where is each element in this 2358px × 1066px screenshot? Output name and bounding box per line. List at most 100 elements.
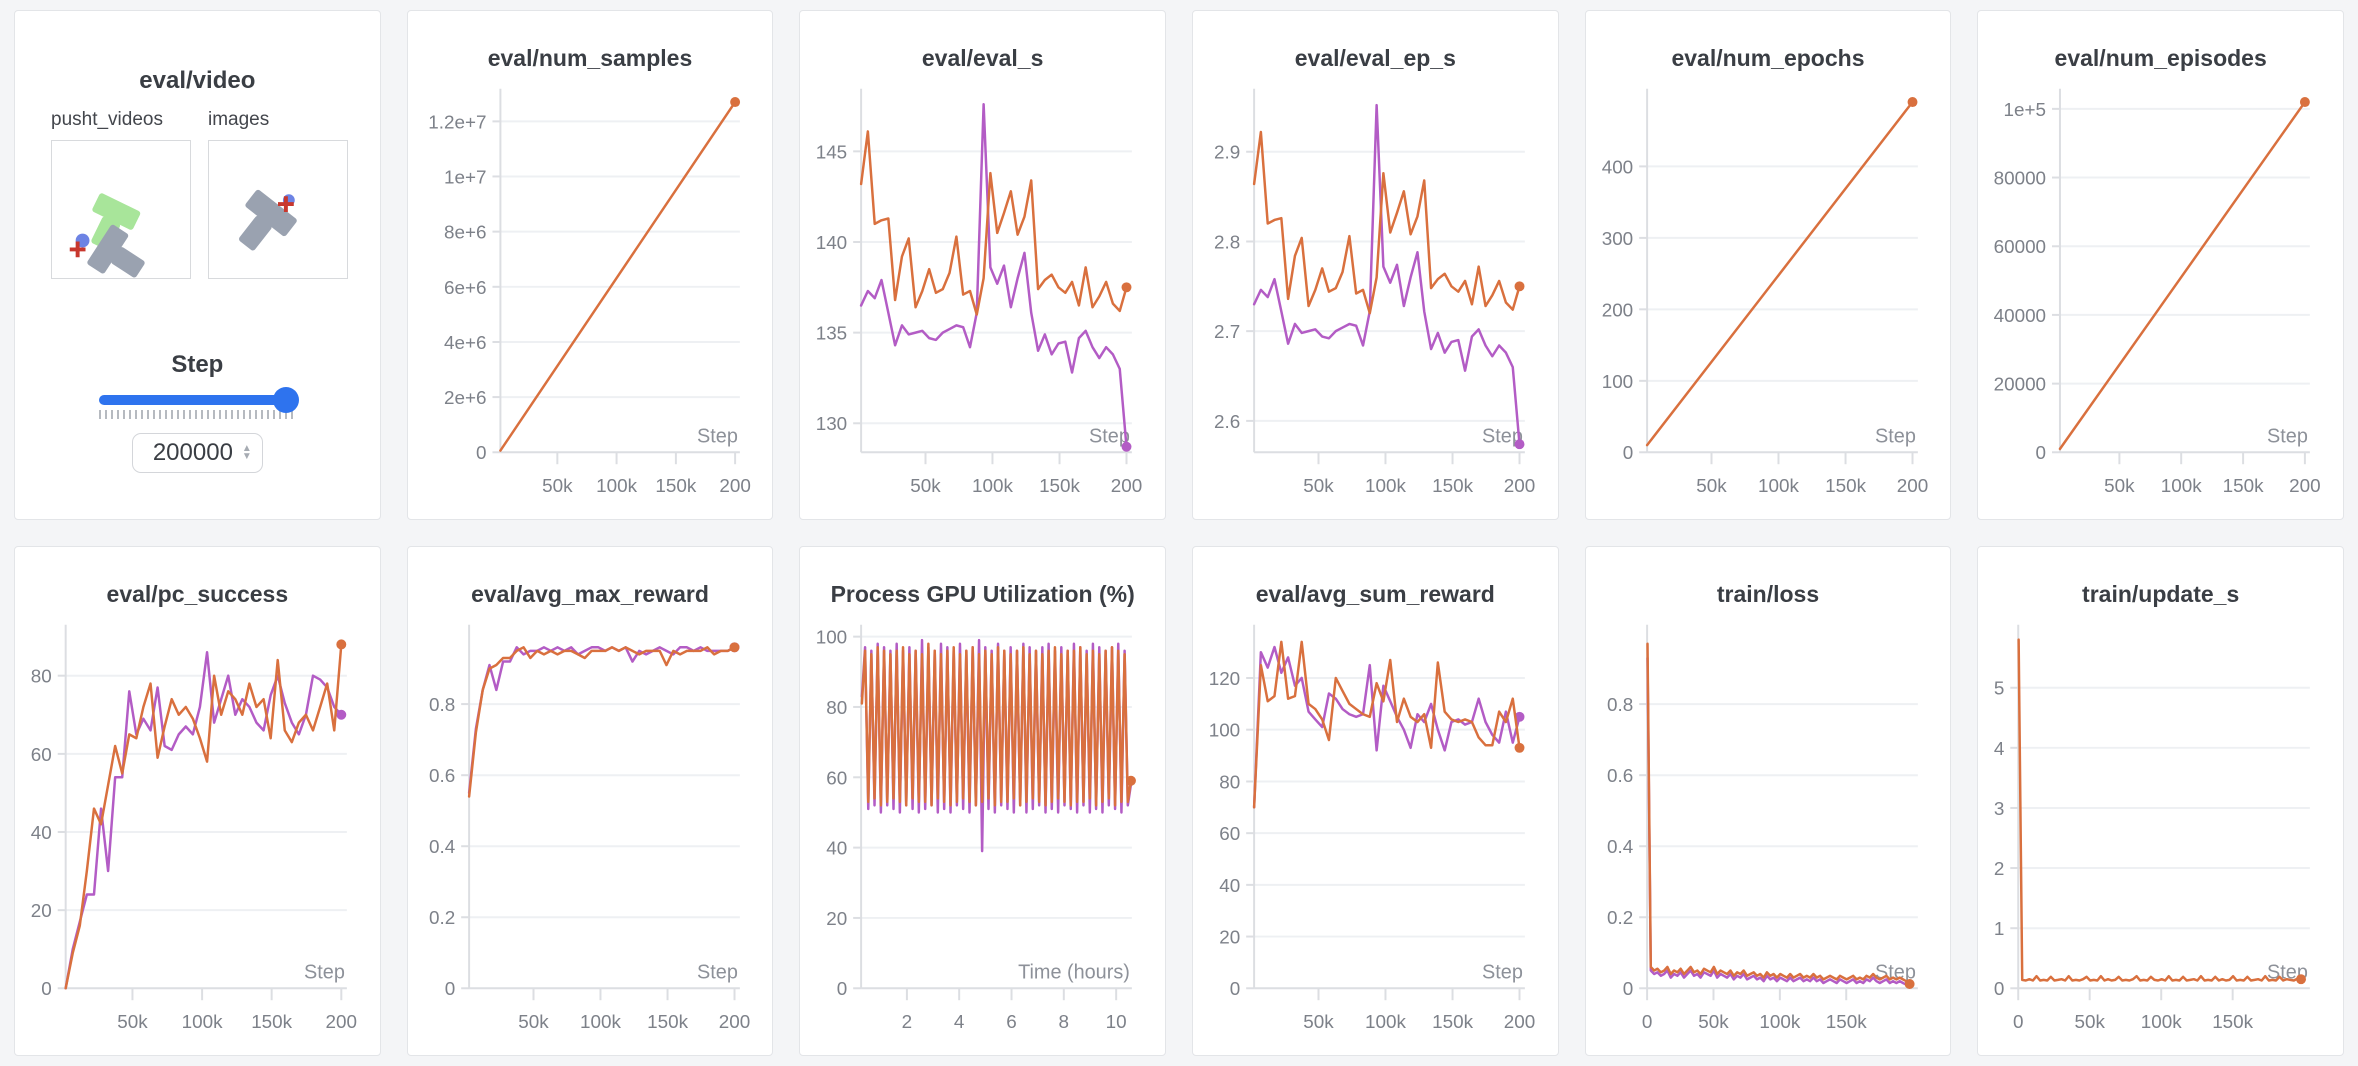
- svg-text:80: 80: [31, 667, 52, 688]
- svg-text:100: 100: [816, 628, 847, 649]
- svg-text:100k: 100k: [1758, 476, 1799, 497]
- svg-text:150k: 150k: [2213, 1012, 2254, 1033]
- panel-title: eval/eval_ep_s: [1294, 45, 1456, 71]
- svg-text:50k: 50k: [1303, 1012, 1334, 1033]
- video-thumbnail-pusht[interactable]: [51, 140, 191, 279]
- panel-title: Process GPU Utilization (%): [830, 581, 1135, 607]
- media-row: pusht_videos: [51, 109, 348, 279]
- svg-text:400: 400: [1601, 157, 1632, 178]
- svg-text:0: 0: [1622, 979, 1633, 1000]
- panel-title: eval/num_episodes: [2054, 45, 2267, 71]
- media-label: images: [208, 109, 270, 130]
- chart-eval-num-episodes[interactable]: 0 20000 40000 60000 80000 1e+5 50k 100k 150k 200 S…: [1978, 11, 2343, 519]
- chart-eval-pc-success[interactable]: 0 20 40 60 80 50k 100k 150k 200 Step: [15, 547, 380, 1055]
- svg-text:2.6: 2.6: [1214, 412, 1240, 433]
- video-thumbnail-images[interactable]: [208, 140, 348, 279]
- svg-text:130: 130: [816, 414, 847, 435]
- svg-text:2: 2: [1994, 859, 2005, 880]
- svg-text:200: 200: [2289, 476, 2320, 497]
- svg-text:120: 120: [1209, 669, 1240, 690]
- panel-title: eval/num_samples: [487, 45, 693, 71]
- chart-gpu-utilization[interactable]: 0 20 40 60 80 100 2 4 6 8 10 Time (hours): [800, 547, 1165, 1055]
- svg-text:10: 10: [1106, 1012, 1127, 1033]
- svg-text:50k: 50k: [1303, 476, 1334, 497]
- chart-eval-eval-s[interactable]: 130 135 140 145 50k 100k 150k 200 Step: [800, 11, 1165, 519]
- svg-text:20000: 20000: [1994, 375, 2046, 396]
- svg-text:50k: 50k: [2105, 476, 2136, 497]
- chart-eval-avg-max-reward[interactable]: 0 0.2 0.4 0.6 0.8 50k 100k 150k 200 Step: [408, 547, 773, 1055]
- step-slider[interactable]: [99, 387, 300, 413]
- svg-text:0: 0: [476, 443, 487, 464]
- svg-text:0.4: 0.4: [1607, 837, 1633, 858]
- panel-eval-avg-sum-reward: eval/avg_sum_reward 0 20 40 60 80 100 120 50k 10…: [1191, 546, 1559, 1056]
- svg-text:1e+7: 1e+7: [444, 167, 487, 188]
- svg-text:0: 0: [1622, 443, 1633, 464]
- slider-thumb[interactable]: [273, 387, 300, 413]
- chart-eval-avg-sum-reward[interactable]: 0 20 40 60 80 100 120 50k 100k 150k 200 Step: [1193, 547, 1558, 1055]
- svg-text:2.8: 2.8: [1214, 232, 1240, 253]
- svg-text:100k: 100k: [182, 1012, 223, 1033]
- goal-cross: [69, 241, 86, 258]
- step-value[interactable]: 200000: [152, 439, 233, 466]
- svg-text:Step: Step: [1482, 961, 1523, 983]
- panel-title: eval/video: [139, 67, 256, 94]
- svg-text:2.9: 2.9: [1214, 143, 1240, 164]
- svg-text:80000: 80000: [1994, 169, 2046, 190]
- svg-text:200: 200: [326, 1012, 357, 1033]
- svg-text:4e+6: 4e+6: [444, 333, 487, 354]
- svg-text:Step: Step: [697, 961, 738, 983]
- chart-eval-num-samples[interactable]: 0 2e+6 4e+6 6e+6 8e+6 1e+7 1.2e+7 50k 100k 150k 20…: [408, 11, 773, 519]
- svg-text:60: 60: [827, 768, 848, 789]
- svg-text:50k: 50k: [542, 476, 573, 497]
- svg-text:2e+6: 2e+6: [444, 388, 487, 409]
- step-input[interactable]: 200000 ▲ ▼: [131, 433, 263, 473]
- svg-text:150k: 150k: [1432, 476, 1473, 497]
- svg-text:200: 200: [718, 1012, 749, 1033]
- svg-text:100k: 100k: [2161, 476, 2202, 497]
- panel-eval-num-samples: eval/num_samples 0 2e+6 4e+6 6e+6 8e+6 1e+7 1.…: [406, 10, 774, 520]
- svg-text:0: 0: [41, 979, 52, 1000]
- chart-eval-num-epochs[interactable]: 0 100 200 300 400 50k 100k 150k 200 Step: [1586, 11, 1951, 519]
- svg-text:60: 60: [31, 745, 52, 766]
- svg-text:Step: Step: [1875, 425, 1916, 447]
- svg-text:40: 40: [1219, 876, 1240, 897]
- chart-eval-eval-ep-s[interactable]: 2.6 2.7 2.8 2.9 50k 100k 150k 200 Step: [1193, 11, 1558, 519]
- svg-text:40: 40: [827, 839, 848, 860]
- svg-text:0: 0: [444, 979, 455, 1000]
- svg-text:0.6: 0.6: [1607, 766, 1633, 787]
- svg-text:200: 200: [1896, 476, 1927, 497]
- step-up-icon[interactable]: ▲: [241, 443, 252, 454]
- svg-text:50k: 50k: [1698, 1012, 1729, 1033]
- panel-train-update-s: train/update_s 0 1 2 3 4 5 0 50k 100k 150k Step: [1977, 546, 2344, 1056]
- svg-text:8e+6: 8e+6: [444, 223, 487, 244]
- svg-text:Time (hours): Time (hours): [1018, 961, 1130, 983]
- svg-text:140: 140: [816, 233, 847, 254]
- panel-eval-eval-ep-s: eval/eval_ep_s 2.6 2.7 2.8 2.9 50k 100k 150k 20…: [1191, 10, 1559, 520]
- media-group-images: images: [208, 109, 348, 279]
- panel-title: eval/avg_max_reward: [471, 581, 709, 607]
- svg-text:100k: 100k: [1365, 476, 1406, 497]
- svg-text:100: 100: [1209, 721, 1240, 742]
- svg-text:80: 80: [1219, 772, 1240, 793]
- svg-text:300: 300: [1601, 229, 1632, 250]
- svg-text:60000: 60000: [1994, 237, 2046, 258]
- svg-text:100k: 100k: [2141, 1012, 2182, 1033]
- svg-text:1e+5: 1e+5: [2004, 100, 2047, 121]
- svg-text:50k: 50k: [911, 476, 942, 497]
- step-control: Step 200000 ▲ ▼: [15, 351, 380, 473]
- panel-eval-video: eval/video pusht_videos: [14, 10, 381, 520]
- media-label: pusht_videos: [51, 109, 163, 130]
- stepper-arrows[interactable]: ▲ ▼: [241, 443, 252, 462]
- svg-text:Step: Step: [1482, 425, 1523, 447]
- svg-text:40000: 40000: [1994, 306, 2046, 327]
- svg-text:145: 145: [816, 142, 847, 163]
- svg-text:100k: 100k: [580, 1012, 621, 1033]
- step-down-icon[interactable]: ▼: [241, 451, 252, 462]
- panel-train-loss: train/loss 0 0.2 0.4 0.6 0.8 0 50k 100k 150k Step: [1584, 546, 1952, 1056]
- slider-track[interactable]: [99, 395, 296, 405]
- svg-text:150k: 150k: [2223, 476, 2264, 497]
- svg-text:5: 5: [1994, 679, 2005, 700]
